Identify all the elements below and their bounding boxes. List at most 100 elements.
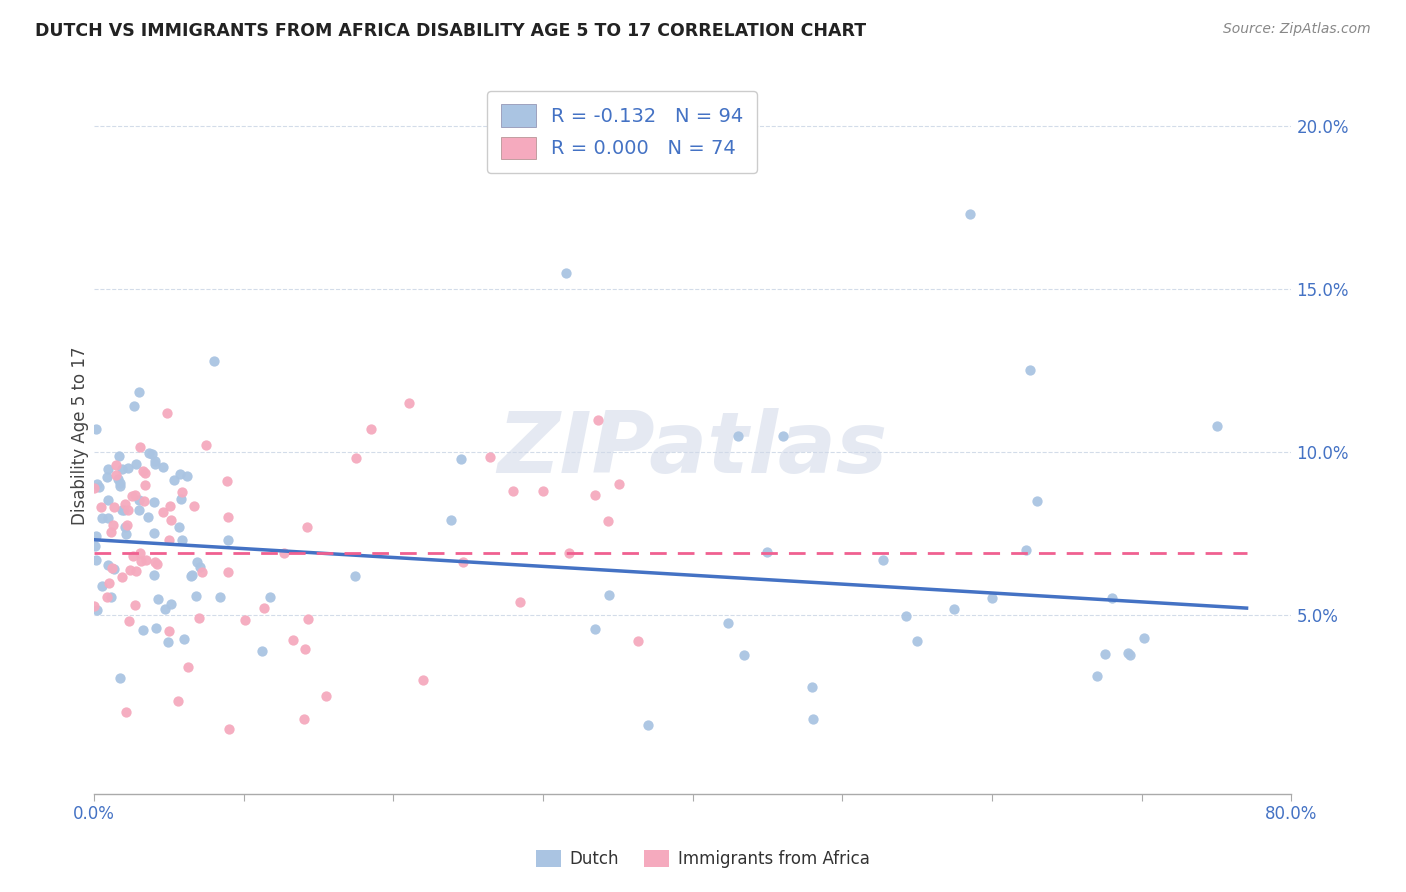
Point — [531, 483, 554, 498]
Point — [97, 558, 120, 573]
Point — [121, 489, 143, 503]
Point — [90, 579, 112, 593]
Point — [637, 718, 659, 732]
Point — [135, 553, 157, 567]
Point — [800, 680, 823, 694]
Point — [586, 413, 609, 427]
Point — [191, 566, 214, 580]
Point — [583, 487, 606, 501]
Point — [508, 594, 530, 608]
Point — [156, 406, 179, 420]
Point — [118, 614, 141, 628]
Point — [283, 633, 305, 648]
Point — [1205, 418, 1227, 433]
Point — [128, 441, 150, 455]
Point — [733, 648, 755, 662]
Point — [138, 510, 160, 524]
Point — [103, 500, 125, 514]
Point — [128, 385, 150, 400]
Point — [163, 473, 186, 487]
Point — [186, 555, 208, 569]
Point — [103, 562, 125, 576]
Point — [315, 689, 337, 703]
Point — [478, 450, 501, 464]
Point — [295, 520, 318, 534]
Point — [1087, 669, 1109, 683]
Point — [114, 520, 136, 534]
Point — [104, 458, 127, 472]
Point — [129, 554, 152, 568]
Point — [156, 635, 179, 649]
Point — [97, 462, 120, 476]
Point — [100, 591, 122, 605]
Point — [1119, 648, 1142, 662]
Point — [253, 601, 276, 615]
Point — [129, 546, 152, 560]
Text: Source: ZipAtlas.com: Source: ZipAtlas.com — [1223, 22, 1371, 37]
Point — [252, 644, 274, 658]
Point — [190, 559, 212, 574]
Point — [152, 459, 174, 474]
Point — [143, 525, 166, 540]
Point — [122, 549, 145, 564]
Point — [96, 590, 118, 604]
Point — [173, 632, 195, 647]
Point — [981, 591, 1004, 606]
Point — [83, 481, 105, 495]
Point — [143, 555, 166, 569]
Point — [181, 567, 204, 582]
Point — [292, 712, 315, 726]
Text: ZIPatlas: ZIPatlas — [498, 409, 889, 491]
Point — [143, 457, 166, 471]
Point — [343, 569, 366, 583]
Point — [108, 671, 131, 685]
Point — [942, 602, 965, 616]
Point — [84, 539, 107, 553]
Point — [101, 561, 124, 575]
Point — [294, 641, 316, 656]
Point — [1018, 363, 1040, 377]
Point — [134, 466, 156, 480]
Point — [110, 503, 132, 517]
Point — [451, 555, 474, 569]
Point — [146, 557, 169, 571]
Point — [217, 509, 239, 524]
Point — [502, 483, 524, 498]
Point — [217, 475, 239, 489]
Point — [118, 563, 141, 577]
Point — [896, 609, 918, 624]
Point — [217, 566, 239, 580]
Point — [115, 527, 138, 541]
Point — [1015, 543, 1038, 558]
Point — [128, 492, 150, 507]
Point — [167, 694, 190, 708]
Point — [186, 589, 208, 603]
Point — [360, 422, 382, 436]
Point — [167, 519, 190, 533]
Point — [152, 505, 174, 519]
Point — [344, 451, 367, 466]
Point — [596, 514, 619, 528]
Point — [134, 477, 156, 491]
Point — [111, 569, 134, 583]
Point — [801, 712, 824, 726]
Point — [86, 603, 108, 617]
Point — [84, 553, 107, 567]
Point — [1026, 493, 1049, 508]
Point — [202, 353, 225, 368]
Point — [84, 422, 107, 436]
Point — [558, 546, 581, 560]
Point — [107, 472, 129, 486]
Point — [117, 503, 139, 517]
Point — [273, 546, 295, 560]
Point — [233, 613, 256, 627]
Point — [111, 461, 134, 475]
Point — [125, 564, 148, 578]
Point — [160, 598, 183, 612]
Point — [297, 612, 319, 626]
Point — [1094, 647, 1116, 661]
Point — [218, 722, 240, 736]
Point — [598, 589, 620, 603]
Point — [138, 446, 160, 460]
Point — [105, 467, 128, 482]
